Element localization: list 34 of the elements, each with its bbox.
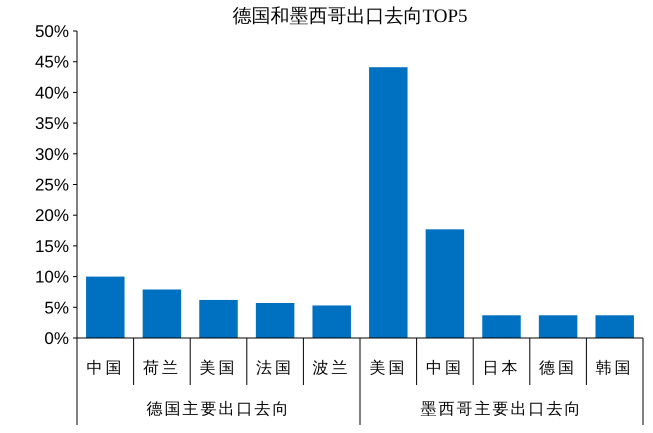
bar <box>199 300 238 338</box>
y-tick-label: 0% <box>44 329 69 348</box>
x-tick-label: 日本 <box>482 359 520 377</box>
x-tick-label: 法国 <box>256 359 294 377</box>
bar <box>538 315 578 338</box>
bar <box>595 315 634 338</box>
x-tick-label: 美国 <box>200 359 238 377</box>
y-tick-label: 30% <box>34 144 69 164</box>
bar <box>142 289 182 338</box>
y-tick-label: 15% <box>34 236 69 256</box>
y-tick-label: 35% <box>34 114 69 134</box>
bar <box>369 67 408 338</box>
y-tick-label: 50% <box>34 22 69 41</box>
bar <box>256 303 294 338</box>
text: 德国主要出口去向 <box>146 400 290 418</box>
text: 墨西哥主要出口去向 <box>420 400 582 418</box>
y-tick-label: 45% <box>34 52 69 72</box>
x-tick-label: 中国 <box>426 359 464 377</box>
bar <box>312 305 351 338</box>
y-tick-label: 10% <box>34 268 69 287</box>
x-tick-label: 波兰 <box>312 359 351 377</box>
y-tick-label: 25% <box>34 176 69 194</box>
x-tick-label: 德国 <box>539 360 578 377</box>
bar <box>426 229 464 338</box>
y-tick-label: 20% <box>34 206 69 226</box>
chart-title: 德国和墨西哥出口去向TOP5 <box>232 6 468 27</box>
x-tick-label: 韩国 <box>596 359 634 377</box>
x-tick-label: 荷兰 <box>142 359 181 377</box>
bar <box>86 276 125 338</box>
x-tick-label: 中国 <box>86 359 124 377</box>
y-tick-label: 40% <box>34 83 69 102</box>
bar <box>482 315 521 338</box>
x-tick-label: 美国 <box>369 359 408 377</box>
y-tick-label: 5% <box>44 298 69 318</box>
